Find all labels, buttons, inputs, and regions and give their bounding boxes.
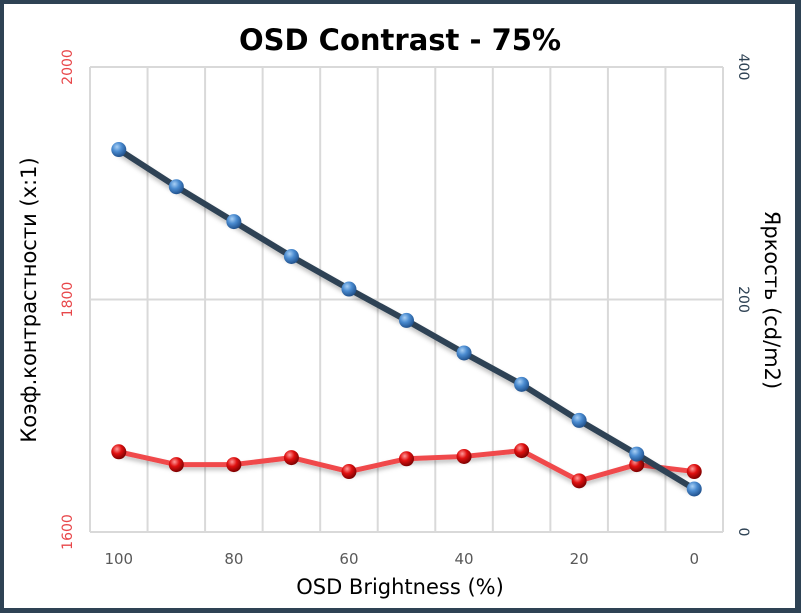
x-axis-label: OSD Brightness (%) (296, 575, 504, 599)
data-point-contrast (399, 451, 414, 467)
grid (89, 66, 724, 533)
left-axis-label: Коэф.контрастности (x:1) (17, 157, 41, 442)
data-point-brightness (571, 412, 587, 428)
x-tick-label: 80 (224, 550, 243, 568)
right-tick-label: 0 (735, 528, 751, 537)
data-point-brightness (629, 446, 645, 462)
right-axis-ticks: 0 200 400 (735, 54, 751, 537)
data-point-brightness (399, 312, 414, 328)
x-tick-label: 60 (339, 550, 358, 568)
series-contrast (111, 443, 702, 489)
data-point-brightness (341, 281, 357, 297)
right-tick-label: 200 (735, 286, 751, 313)
x-tick-label: 40 (454, 550, 473, 568)
data-point-brightness (283, 248, 299, 264)
right-tick-label: 400 (735, 54, 751, 81)
data-point-brightness (686, 481, 702, 497)
data-point-brightness (514, 376, 530, 392)
data-point-contrast (283, 450, 299, 466)
data-point-brightness (226, 214, 242, 230)
data-point-contrast (629, 457, 645, 473)
data-point-contrast (226, 457, 242, 473)
x-tick-label: 100 (104, 550, 133, 568)
x-tick-label: 20 (570, 550, 589, 568)
data-point-contrast (686, 464, 702, 480)
left-axis-ticks: 1600 1800 2000 (60, 49, 76, 550)
x-tick-label: 0 (689, 550, 699, 568)
data-point-contrast (514, 443, 530, 459)
data-point-brightness (456, 345, 472, 361)
data-point-brightness (168, 179, 184, 195)
left-tick-label: 1600 (60, 514, 76, 550)
series-brightness (111, 142, 702, 497)
left-tick-label: 2000 (60, 49, 76, 85)
chart-title: OSD Contrast - 75% (239, 23, 561, 57)
left-tick-label: 1800 (60, 282, 76, 318)
series-layer (111, 142, 702, 497)
data-point-contrast (456, 448, 472, 464)
data-point-brightness (111, 142, 127, 158)
right-axis-label: Яркость (cd/m2) (760, 211, 784, 389)
data-point-contrast (111, 444, 127, 460)
data-point-contrast (341, 464, 357, 480)
data-point-contrast (571, 473, 587, 489)
x-axis-ticks: 100 80 60 40 20 0 (104, 550, 699, 568)
data-point-contrast (168, 457, 184, 473)
